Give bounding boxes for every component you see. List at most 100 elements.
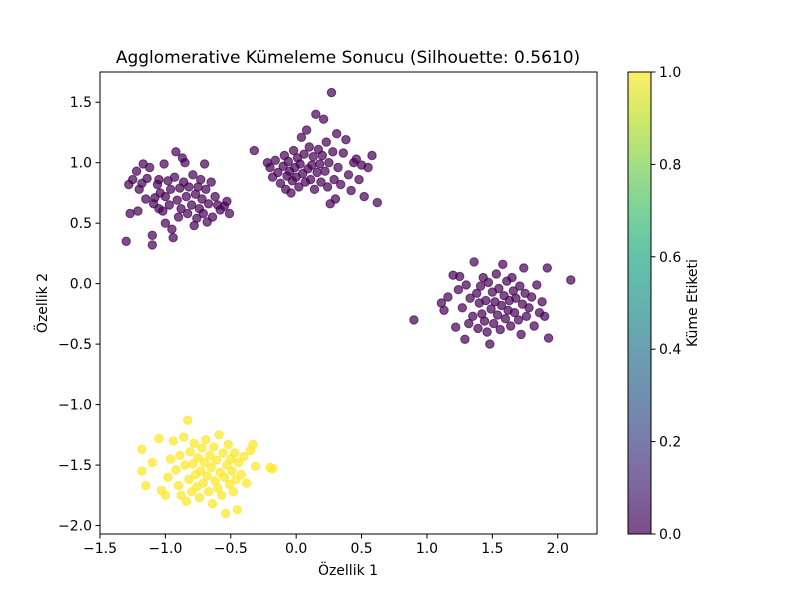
data-point-cluster-0 [532,280,542,290]
data-point-cluster-1 [198,478,209,488]
data-point-cluster-1 [239,451,249,462]
data-point-cluster-1 [250,461,261,471]
data-point-cluster-0 [172,195,182,205]
data-point-cluster-0 [182,208,193,219]
data-point-cluster-0 [498,259,508,269]
data-point-cluster-1 [267,464,278,474]
data-point-cluster-0 [326,87,337,98]
data-point-cluster-0 [461,280,471,290]
data-point-cluster-0 [524,303,534,313]
data-point-cluster-1 [248,439,258,450]
data-point-cluster-0 [343,170,354,180]
data-point-cluster-0 [330,194,341,204]
data-point-cluster-1 [185,447,195,457]
x-tick-label: 1.5 [481,541,503,557]
data-point-cluster-0 [304,142,314,152]
data-point-cluster-1 [137,444,147,454]
data-point-cluster-0 [305,174,316,185]
data-point-cluster-0 [507,272,517,283]
data-point-cluster-0 [158,206,168,216]
data-point-cluster-0 [516,329,526,340]
data-point-cluster-0 [515,281,525,291]
colorbar [627,71,652,535]
data-point-cluster-0 [464,318,474,329]
data-point-cluster-0 [473,323,483,334]
data-point-cluster-0 [270,155,280,166]
data-point-cluster-0 [131,166,142,176]
colorbar-tick-label: 0.8 [659,157,681,173]
data-point-cluster-0 [171,147,181,157]
data-point-cluster-0 [165,184,176,195]
y-tick-label: 0.5 [70,216,92,232]
data-point-cluster-0 [443,292,453,302]
data-point-cluster-1 [180,460,190,470]
data-point-cluster-1 [203,487,214,497]
data-point-cluster-0 [142,173,152,184]
data-point-cluster-1 [199,457,210,468]
data-point-cluster-1 [193,453,203,463]
data-point-cluster-0 [197,194,207,204]
data-point-cluster-0 [311,109,321,120]
data-point-cluster-0 [328,147,338,157]
data-point-cluster-0 [308,152,318,162]
data-point-cluster-0 [529,321,539,331]
y-tick-label: 0.0 [70,277,92,293]
data-point-cluster-0 [169,172,180,182]
data-point-cluster-0 [489,318,499,329]
data-point-cluster-1 [147,457,158,468]
data-point-cluster-0 [509,308,520,318]
data-point-cluster-1 [220,508,231,519]
data-point-cluster-0 [147,240,158,250]
data-point-cluster-1 [182,415,193,425]
data-point-cluster-1 [232,505,243,515]
data-point-cluster-1 [173,480,184,491]
data-point-cluster-1 [168,436,178,446]
data-point-cluster-0 [265,162,275,173]
data-point-cluster-1 [188,459,198,469]
data-point-cluster-0 [198,208,209,219]
data-point-cluster-0 [333,162,343,173]
data-point-cluster-1 [165,454,176,464]
data-point-cluster-0 [167,224,177,234]
data-point-cluster-0 [481,295,491,306]
data-point-cluster-0 [486,304,496,314]
colorbar-tick-label: 0.6 [659,250,681,266]
data-point-cluster-0 [485,339,495,349]
data-point-cluster-0 [513,315,524,325]
data-point-cluster-1 [241,478,252,488]
y-tick-label: −0.5 [58,337,92,353]
data-point-cluster-0 [160,218,171,228]
data-point-cluster-1 [219,472,230,482]
data-point-cluster-0 [295,159,305,169]
data-point-cluster-1 [201,435,211,445]
data-point-cluster-0 [288,145,299,156]
data-point-cluster-0 [322,182,333,192]
x-tick-label: −1.5 [83,541,117,557]
data-point-cluster-0 [341,135,351,145]
data-point-cluster-0 [318,114,329,124]
data-point-cluster-0 [210,191,220,202]
data-point-cluster-1 [209,442,219,452]
data-point-cluster-1 [206,462,216,473]
data-point-cluster-1 [179,432,189,442]
data-point-cluster-0 [207,212,218,222]
data-point-cluster-0 [465,293,475,303]
data-point-cluster-1 [196,466,206,476]
colorbar-tick-label: 0.4 [659,342,681,358]
data-point-cluster-0 [468,311,478,321]
data-point-cluster-1 [223,439,233,450]
x-tick-label: 2.0 [547,541,569,557]
chart-title: Agglomerative Kümeleme Sonucu (Silhouett… [116,48,580,68]
data-point-cluster-0 [176,204,186,214]
data-point-cluster-0 [201,184,211,195]
data-point-cluster-0 [296,132,307,143]
data-point-cluster-0 [164,200,175,210]
data-point-cluster-0 [192,213,202,224]
data-point-cluster-0 [543,333,554,343]
data-point-cluster-1 [194,493,205,503]
data-point-cluster-1 [236,470,247,480]
data-point-cluster-0 [336,179,346,190]
data-point-cluster-0 [141,194,151,204]
data-point-cluster-0 [475,281,486,291]
